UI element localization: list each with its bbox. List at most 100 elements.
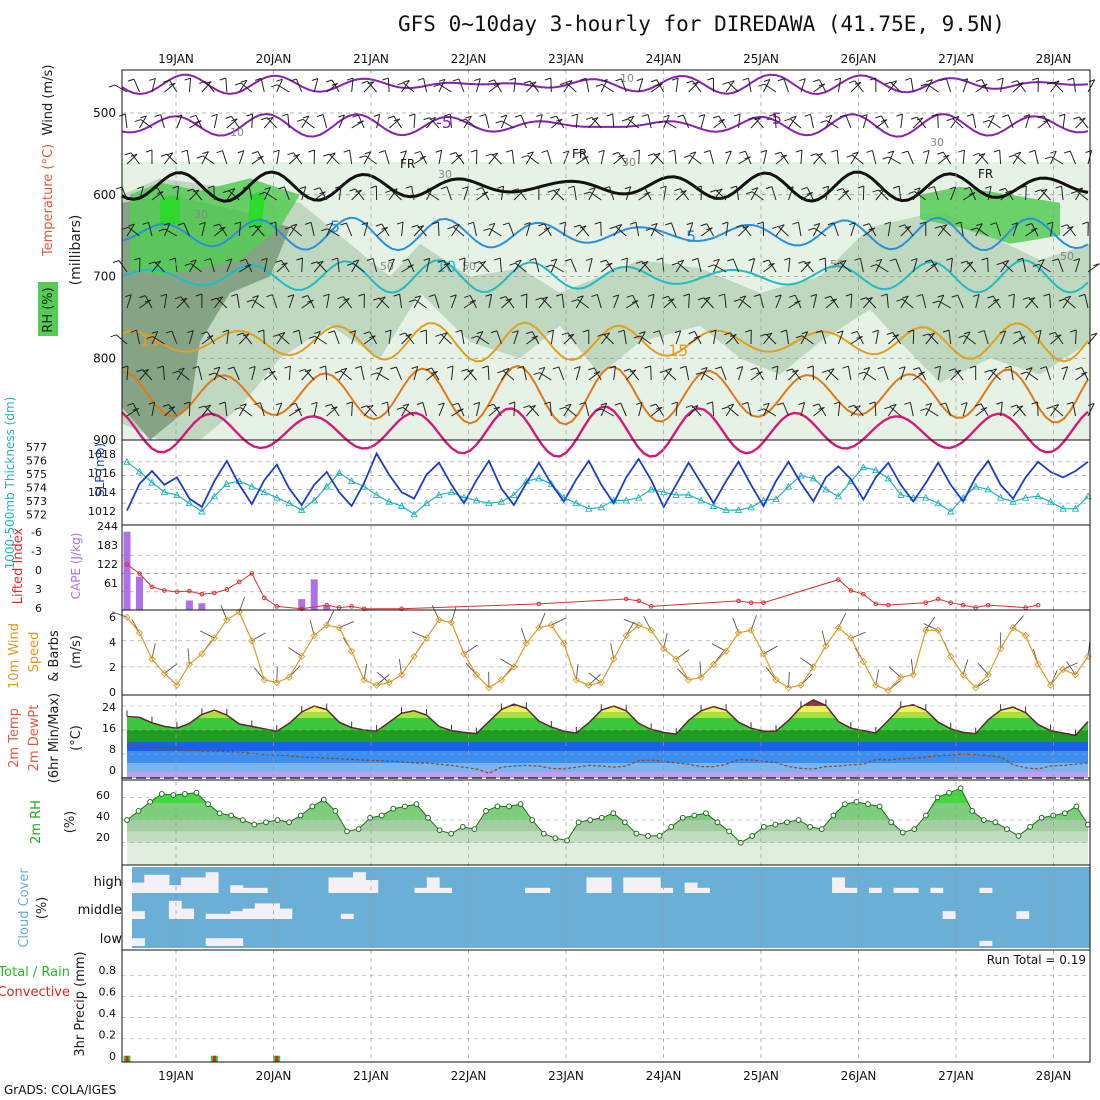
- wind-speed-point: [722, 647, 730, 655]
- wind-barb: [613, 294, 620, 309]
- pressure-tick-label: 700: [93, 270, 116, 284]
- wind10m-axis-label-d: & Barbs: [47, 630, 62, 682]
- wind-barb: [977, 662, 989, 676]
- wind-barb: [800, 78, 806, 93]
- wind-barb: [1064, 298, 1076, 309]
- wind-barb: [818, 403, 827, 417]
- wind-barb: [538, 114, 543, 129]
- wind-barb-flag: [242, 333, 250, 337]
- wind-barb-flag: [246, 299, 253, 303]
- wind-barb: [326, 294, 330, 309]
- wind-barb: [531, 331, 540, 345]
- wind-barb: [499, 658, 515, 668]
- pressure-tick-label: 900: [93, 433, 116, 447]
- wind-barb: [738, 366, 744, 381]
- wind-barb-flag: [154, 114, 161, 118]
- wind-barb: [268, 367, 278, 381]
- wind-barb: [402, 406, 415, 417]
- rh-contour-label: 30: [930, 136, 944, 149]
- wind-barb-flag: [798, 260, 805, 264]
- wind-barb: [565, 82, 577, 93]
- wind-barb-flag: [364, 151, 372, 155]
- thickness-point: [160, 488, 169, 496]
- wind-barb-flag: [674, 330, 681, 334]
- wind-speed-point: [684, 676, 693, 684]
- wind-barb-flag: [822, 185, 829, 189]
- wind-barb: [1050, 222, 1054, 237]
- wind-barb: [738, 225, 749, 237]
- wind-barb-flag: [677, 114, 684, 118]
- thickness-point: [198, 507, 206, 515]
- wind-barb: [608, 186, 615, 201]
- wind-barb: [367, 80, 377, 93]
- wind-barb-flag: [396, 406, 404, 410]
- rh2m-point: [841, 801, 848, 808]
- wind-barb: [588, 371, 601, 381]
- wind-barb-flag: [854, 81, 862, 85]
- wind-barb-flag: [647, 293, 655, 297]
- wind-barb: [900, 225, 912, 237]
- wind-barb-flag: [907, 329, 914, 333]
- cloud-cover-cell: [181, 908, 195, 919]
- wind-barb: [429, 117, 440, 129]
- wind-barb: [756, 367, 764, 381]
- wind-barb: [957, 294, 964, 309]
- wind-barb: [774, 113, 777, 129]
- wind-barb-flag: [577, 295, 584, 299]
- wind-barb-flag: [139, 295, 146, 299]
- lifted-index-point: [886, 602, 891, 608]
- wind-barb-flag: [745, 329, 752, 333]
- wind-barb: [739, 298, 752, 309]
- wind-barb: [331, 79, 340, 93]
- cape-tick-label: 244: [97, 520, 118, 533]
- wind-barb: [754, 116, 764, 129]
- wind-barb-flag: [970, 227, 977, 231]
- wind-barb: [231, 116, 240, 129]
- wind-barb-flag: [435, 333, 442, 337]
- wind-barb: [463, 257, 466, 273]
- wind-barb: [853, 404, 864, 417]
- wind-barb: [650, 406, 663, 417]
- thickness-point: [884, 474, 893, 482]
- wind-barb-flag: [896, 298, 903, 302]
- rh-shading-region: [920, 186, 1060, 244]
- wind-barb-flag: [437, 259, 445, 263]
- wind-barb-flag: [680, 189, 687, 193]
- wind-speed-point: [273, 678, 281, 687]
- wind-barb-flag: [813, 223, 820, 227]
- wind-barb-flag: [671, 401, 678, 405]
- wind-barb-flag: [621, 257, 628, 261]
- wind-barb: [830, 295, 839, 309]
- wind-barb: [874, 401, 877, 417]
- wind-barb-flag: [1079, 117, 1086, 121]
- wind-barb-flag: [328, 330, 335, 334]
- wind-barb-flag: [284, 365, 291, 369]
- wind-barb: [288, 294, 295, 309]
- wind-barb-flag: [523, 405, 530, 409]
- wind-barb-flag: [736, 366, 743, 370]
- wind-barb-flag: [727, 403, 734, 407]
- cloud-cover-cell: [598, 877, 612, 893]
- temp-band: [127, 763, 1088, 772]
- wind-barb: [1016, 80, 1027, 93]
- wind-barb-flag: [455, 154, 463, 158]
- wind-barb-flag: [852, 151, 859, 155]
- wind-barb: [449, 114, 452, 129]
- lifted-index-point: [748, 600, 754, 606]
- wind-barb: [750, 371, 763, 381]
- wind-barb-flag: [1061, 366, 1068, 370]
- wind-barb-flag: [387, 115, 395, 119]
- wind-barb-flag: [1073, 258, 1080, 262]
- wind-barb-flag: [1026, 367, 1033, 371]
- cloud-cover-cell: [660, 887, 674, 893]
- wind-barb-flag: [706, 401, 713, 405]
- wind-barb-flag: [668, 149, 675, 153]
- wind-barb-flag: [741, 401, 749, 405]
- wind-barb-flag: [375, 223, 383, 227]
- wind-barb: [655, 403, 665, 417]
- thickness-point: [123, 457, 131, 465]
- wind-barb-flag: [553, 188, 560, 192]
- wind-barb-flag: [594, 221, 601, 225]
- wind-barb-flag: [1028, 149, 1036, 153]
- cloud-cover-cell: [230, 885, 244, 893]
